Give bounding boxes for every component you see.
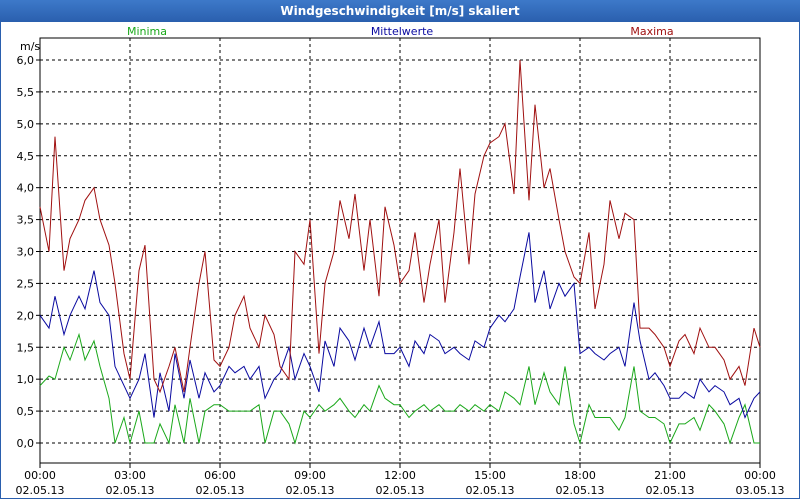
y-tick-label: 6,0 [17,54,35,67]
x-tick-date: 02.05.13 [106,484,155,497]
y-tick-label: 4,0 [17,182,35,195]
y-tick-label: 3,5 [17,214,35,227]
y-tick-label: 3,0 [17,246,35,259]
x-tick-date: 02.05.13 [646,484,695,497]
y-tick-label: 0,5 [17,405,35,418]
x-tick-date: 02.05.13 [286,484,335,497]
y-tick-label: 1,0 [17,373,35,386]
x-tick-date: 02.05.13 [466,484,515,497]
y-tick-label: 5,0 [17,118,35,131]
x-tick-time: 12:00 [384,469,416,482]
y-tick-label: 5,5 [17,86,35,99]
legend-maxima: Maxima [630,25,673,38]
y-tick-label: 2,5 [17,277,35,290]
x-tick-time: 09:00 [294,469,326,482]
series-line-minima [39,332,760,445]
x-tick-date: 03.05.13 [736,484,785,497]
legend-minima: Minima [127,25,167,38]
series-line-mittelwerte [39,232,761,419]
series-line-maxima [39,59,761,394]
legend-mittelwerte: Mittelwerte [371,25,434,38]
x-tick-time: 15:00 [474,469,506,482]
x-tick-date: 02.05.13 [16,484,65,497]
y-tick-label: 4,5 [17,150,35,163]
x-tick-time: 18:00 [564,469,596,482]
x-tick-time: 00:00 [744,469,776,482]
x-tick-time: 06:00 [204,469,236,482]
x-tick-date: 02.05.13 [196,484,245,497]
y-tick-label: 0,0 [17,437,35,450]
y-tick-label: 1,5 [17,341,35,354]
x-tick-time: 00:00 [24,469,56,482]
y-tick-label: 2,0 [17,309,35,322]
window-title: Windgeschwindigkeit [m/s] skaliert [0,0,800,22]
x-tick-time: 03:00 [114,469,146,482]
y-axis-label: m/s [20,40,40,53]
x-tick-date: 02.05.13 [376,484,425,497]
x-tick-date: 02.05.13 [556,484,605,497]
x-tick-time: 21:00 [654,469,686,482]
